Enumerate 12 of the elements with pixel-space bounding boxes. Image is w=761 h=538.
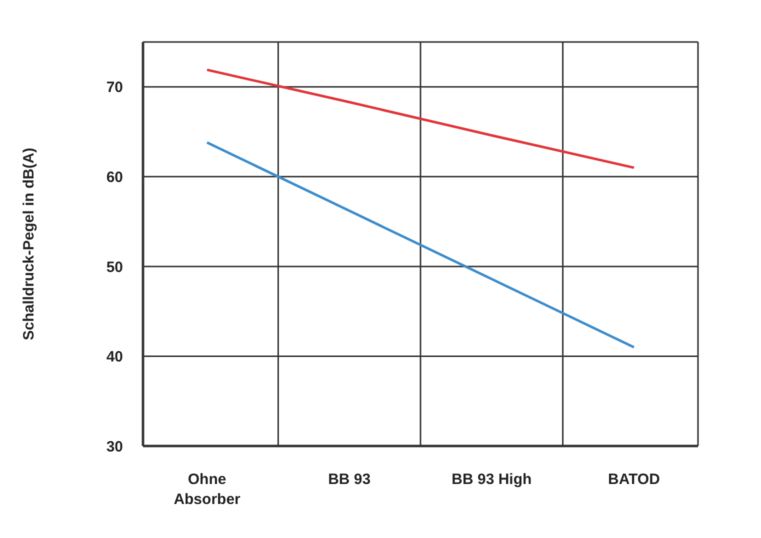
x-tick-label: BB 93 High: [452, 471, 532, 488]
line-series: [206, 68, 636, 169]
y-tick-label: 60: [106, 168, 123, 186]
y-tick-label: 40: [106, 348, 123, 366]
y-axis-title: Schalldruck-Pegel in dB(A): [20, 148, 38, 340]
y-tick-label: 70: [106, 79, 123, 96]
x-tick-label: BATOD: [608, 471, 660, 488]
y-tick-label: 30: [106, 438, 123, 456]
x-tick-label: Ohne Absorber: [174, 471, 241, 508]
line-series: [206, 141, 636, 348]
x-tick-label: BB 93: [328, 471, 371, 488]
y-tick-label: 50: [106, 258, 123, 276]
